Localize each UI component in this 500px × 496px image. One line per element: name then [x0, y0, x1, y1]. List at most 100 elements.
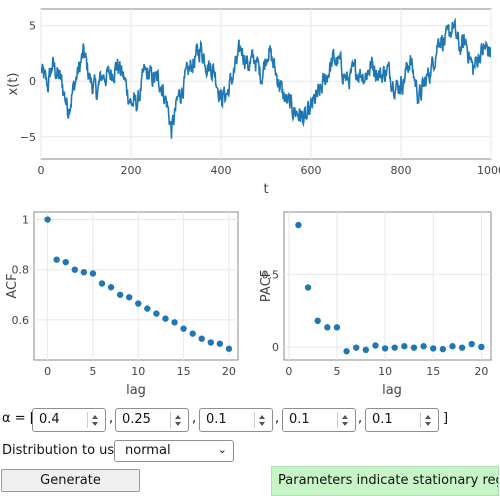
acf-ylabel: ACF	[5, 273, 20, 298]
distribution-row: Distribution to use: normal ⌄	[0, 440, 500, 462]
alpha-input-3[interactable]: 0.1	[199, 408, 273, 432]
acf-chart: 0 5 10 15 20 1 0.8 0.6 lag ACF	[5, 211, 239, 398]
acf-x-tick-label: 15	[177, 365, 191, 378]
timeseries-x-tick-label: 1000	[477, 164, 500, 177]
alpha-separator: ,	[275, 411, 280, 426]
acf-y-tick-label: 1	[22, 214, 29, 227]
pacf-point	[324, 324, 331, 331]
acf-point	[153, 310, 160, 317]
acf-point	[89, 270, 97, 277]
acf-xlabel: lag	[126, 383, 146, 398]
stepper-arrows-icon[interactable]	[87, 412, 101, 428]
pacf-ylabel: PACF	[259, 270, 274, 302]
chevron-down-icon: ⌄	[217, 443, 227, 456]
acf-point	[207, 339, 214, 346]
pacf-point	[410, 344, 418, 351]
acf-x-ticks: 0 5 10 15 20	[44, 365, 236, 378]
timeseries-x-tick-label: 0	[38, 164, 45, 177]
acf-point	[71, 266, 79, 273]
pacf-point	[468, 340, 475, 348]
pacf-point	[478, 343, 485, 351]
controls-panel: α = [ 0.4 , 0.25 , 0.1 , 0.1 , 0.1 ] Dis…	[0, 400, 500, 496]
timeseries-x-tick-label: 600	[301, 164, 322, 177]
timeseries-y-tick-label: 0	[29, 75, 36, 88]
acf-points	[44, 216, 233, 352]
acf-point	[116, 291, 124, 298]
acf-point	[62, 258, 69, 266]
pacf-point	[314, 317, 321, 325]
alpha-separator: ,	[358, 411, 363, 426]
acf-point	[44, 216, 51, 223]
pacf-point	[401, 343, 408, 350]
acf-point	[107, 284, 115, 291]
generate-button[interactable]: Generate	[1, 469, 140, 492]
acf-point	[135, 300, 142, 307]
pacf-point	[353, 344, 360, 351]
pacf-point	[430, 345, 437, 352]
acf-grid	[34, 212, 238, 360]
alpha-input-5[interactable]: 0.1	[365, 408, 439, 432]
distribution-select-value: normal	[125, 443, 171, 458]
pacf-point	[420, 343, 427, 350]
pacf-point	[372, 342, 379, 349]
acf-x-tick-label: 20	[222, 365, 236, 378]
distribution-select[interactable]: normal ⌄	[114, 440, 234, 462]
pacf-point	[304, 284, 312, 291]
stepper-arrows-icon[interactable]	[254, 412, 268, 428]
alpha-input-2-value: 0.25	[122, 412, 151, 427]
stepper-arrows-icon[interactable]	[337, 412, 351, 428]
alpha-input-5-value: 0.1	[372, 412, 393, 427]
pacf-y-tick-label: 0	[272, 341, 279, 354]
acf-point	[225, 345, 233, 352]
alpha-input-4-value: 0.1	[289, 412, 310, 427]
alpha-input-1[interactable]: 0.4	[32, 408, 106, 432]
pacf-x-tick-label: 0	[285, 365, 292, 378]
alpha-input-2[interactable]: 0.25	[115, 408, 189, 432]
pacf-point	[343, 348, 350, 355]
timeseries-x-ticks: 0 200 400 600 800 1000	[38, 164, 500, 177]
acf-point	[53, 256, 60, 263]
alpha-input-4[interactable]: 0.1	[282, 408, 356, 432]
timeseries-line	[41, 17, 491, 139]
timeseries-xlabel: t	[263, 182, 268, 197]
stepper-arrows-icon[interactable]	[420, 412, 434, 428]
alpha-row: α = [ 0.4 , 0.25 , 0.1 , 0.1 , 0.1 ]	[0, 408, 500, 432]
pacf-x-tick-label: 20	[474, 365, 488, 378]
timeseries-y-tick-label: 5	[29, 20, 36, 33]
acf-point	[216, 340, 224, 347]
alpha-suffix: ]	[443, 411, 449, 426]
acf-point	[180, 325, 187, 332]
acf-point	[126, 294, 133, 301]
status-message: Parameters indicate stationary regime.	[271, 466, 499, 496]
timeseries-ylabel: x(t)	[6, 73, 21, 96]
pacf-point	[362, 346, 370, 354]
pacf-chart: 0 5 10 15 20 0.5 0 lag PACF	[259, 211, 492, 398]
pacf-points	[295, 221, 485, 355]
pacf-x-tick-label: 5	[333, 365, 340, 378]
pacf-point	[458, 344, 466, 351]
alpha-separator: ,	[109, 411, 114, 426]
acf-point	[189, 330, 196, 337]
alpha-input-1-value: 0.4	[39, 412, 60, 427]
acf-x-tick-label: 0	[44, 365, 51, 378]
distribution-label: Distribution to use:	[2, 443, 127, 458]
acf-x-tick-label: 10	[131, 365, 145, 378]
alpha-prefix: α = [	[2, 411, 35, 426]
timeseries-y-tick-label: −5	[20, 131, 36, 144]
pacf-x-ticks: 0 5 10 15 20	[285, 365, 488, 378]
alpha-input-3-value: 0.1	[206, 412, 227, 427]
pacf-x-tick-label: 15	[426, 365, 440, 378]
timeseries-grid	[40, 9, 492, 159]
pacf-xlabel: lag	[382, 383, 402, 398]
acf-point	[171, 319, 178, 326]
acf-point	[98, 280, 106, 287]
acf-point	[198, 335, 205, 342]
acf-point	[144, 305, 151, 312]
timeseries-chart: 0 200 400 600 800 1000 5 0 −5 t x(t)	[6, 8, 500, 197]
pacf-x-tick-label: 10	[378, 365, 392, 378]
stepper-arrows-icon[interactable]	[170, 412, 184, 428]
acf-point	[80, 269, 88, 276]
acf-x-tick-label: 5	[89, 365, 96, 378]
pacf-y-tick-label: 0.5	[262, 268, 280, 281]
